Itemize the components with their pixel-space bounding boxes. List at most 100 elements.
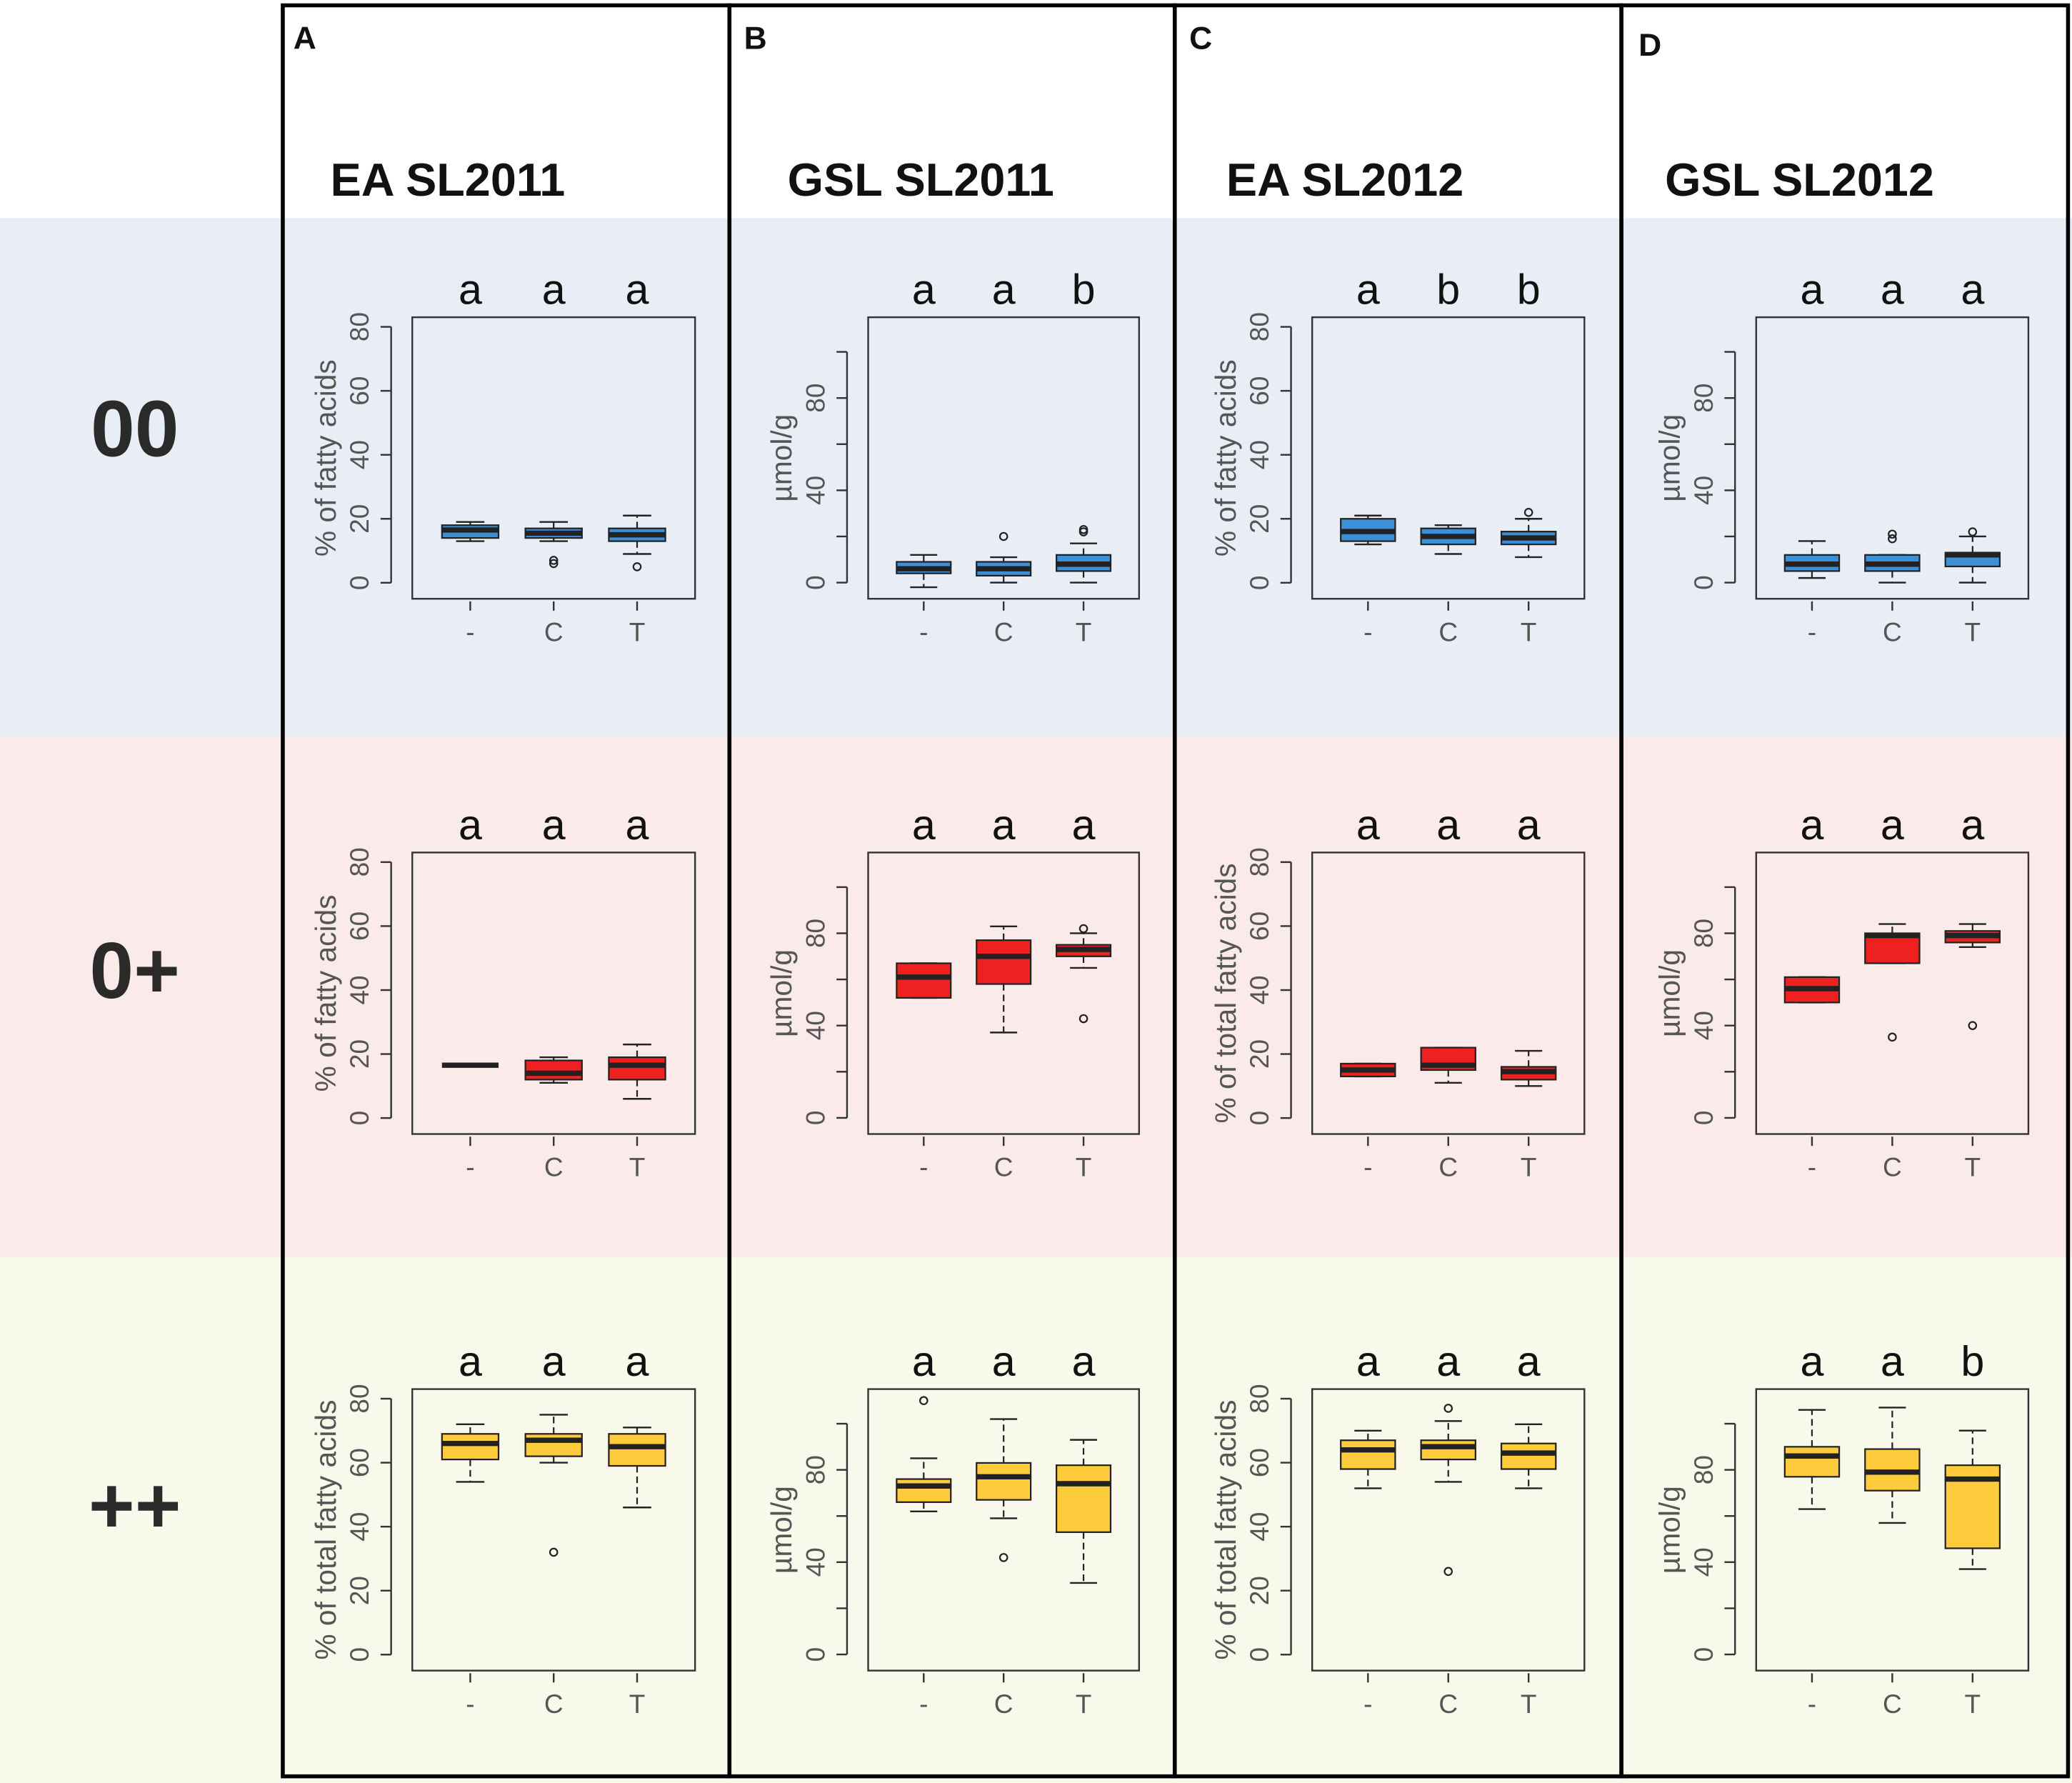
plot-frame <box>1755 1388 2030 1672</box>
significance-letter: b <box>1517 266 1541 314</box>
y-tick-label: 20 <box>1245 1039 1274 1069</box>
x-tick-label: T <box>1965 617 1981 646</box>
panel-title: EA SL2011 <box>331 154 566 206</box>
significance-letter: a <box>1356 266 1380 314</box>
significance-letter: a <box>542 266 566 314</box>
panel-frame <box>1619 3 2071 1779</box>
panel-letter: A <box>294 21 316 56</box>
x-tick-label: - <box>466 617 474 646</box>
outlier <box>1443 1404 1453 1413</box>
y-tick-label: 40 <box>1689 476 1718 505</box>
y-tick-label: 40 <box>1689 1011 1718 1040</box>
y-tick-label: 20 <box>1245 504 1274 534</box>
significance-letter: a <box>542 801 566 849</box>
y-tick-label: 0 <box>345 576 374 591</box>
y-tick-label: 40 <box>345 975 374 1004</box>
y-tick-label: 0 <box>1689 1647 1718 1662</box>
x-tick-label: T <box>629 1689 646 1719</box>
y-axis-label: % of total fatty acids <box>1209 863 1242 1123</box>
y-tick-label: 0 <box>1689 575 1718 590</box>
outlier <box>632 562 642 571</box>
y-tick-label: 60 <box>345 376 374 406</box>
significance-letter: b <box>1961 1337 1984 1385</box>
y-tick-label: 80 <box>801 1455 830 1484</box>
x-tick-label: T <box>1521 617 1537 646</box>
plot-frame <box>1755 316 2030 600</box>
box <box>1500 1442 1557 1470</box>
x-tick-label: T <box>629 1153 646 1182</box>
y-axis-label: % of fatty acids <box>309 359 342 556</box>
outlier <box>1078 1014 1088 1024</box>
plot-frame <box>1311 1388 1586 1672</box>
significance-letter: a <box>1436 801 1460 849</box>
outlier <box>1888 529 1897 539</box>
significance-letter: a <box>912 266 936 314</box>
box <box>976 939 1032 985</box>
x-tick-label: - <box>1808 1153 1816 1182</box>
x-tick-label: T <box>1076 1153 1092 1182</box>
x-tick-label: T <box>629 617 646 646</box>
x-tick-label: - <box>919 1153 928 1182</box>
x-tick-label: C <box>1438 617 1458 646</box>
outlier <box>999 1553 1009 1562</box>
significance-letter: a <box>626 266 649 314</box>
y-tick-label: 80 <box>1245 312 1274 341</box>
row-label: 0+ <box>89 927 180 1015</box>
significance-letter: a <box>459 266 482 314</box>
significance-letter: a <box>992 801 1016 849</box>
x-tick-label: - <box>1363 617 1372 646</box>
plot-frame <box>867 1388 1141 1672</box>
y-tick-label: 0 <box>801 1111 830 1126</box>
y-axis-label: µmol/g <box>1653 414 1686 502</box>
y-tick-label: 0 <box>345 1111 374 1126</box>
x-tick-label: T <box>1965 1153 1981 1182</box>
x-tick-label: T <box>1521 1689 1537 1719</box>
significance-letter: a <box>1800 801 1823 849</box>
x-tick-label: - <box>1808 1689 1816 1719</box>
outlier <box>1443 1567 1453 1577</box>
significance-letter: a <box>1517 1337 1541 1385</box>
x-tick-label: C <box>544 1689 564 1719</box>
x-tick-label: - <box>919 617 928 646</box>
x-tick-label: C <box>1883 1689 1902 1719</box>
x-tick-label: C <box>1883 617 1902 646</box>
y-axis-label: % of total fatty acids <box>1209 1400 1242 1660</box>
significance-letter: a <box>1961 801 1984 849</box>
row-label: ++ <box>89 1462 181 1550</box>
plot-frame <box>1311 316 1586 600</box>
significance-letter: a <box>1800 266 1823 314</box>
significance-letter: b <box>1436 266 1460 314</box>
outlier <box>1078 525 1088 534</box>
plot-frame <box>411 851 696 1135</box>
significance-letter: a <box>459 801 482 849</box>
y-tick-label: 40 <box>801 1011 830 1040</box>
box-plot: 0 20 40 60 80% of total fatty acids - a Ca Ta <box>1209 1337 1586 1719</box>
significance-letter: a <box>1961 266 1984 314</box>
box <box>976 1462 1032 1501</box>
significance-letter: a <box>1881 1337 1904 1385</box>
significance-letter: a <box>459 1337 482 1385</box>
y-tick-label: 80 <box>801 919 830 948</box>
outlier <box>1968 1021 1978 1030</box>
panel-letter: C <box>1189 21 1212 56</box>
y-tick-label: 40 <box>1689 1547 1718 1577</box>
box-plot: 0 20 40 60 80% of total fatty acids - a Ca Ta <box>1209 801 1586 1182</box>
y-tick-label: 0 <box>1689 1111 1718 1126</box>
x-tick-label: T <box>1076 617 1092 646</box>
y-tick-label: 0 <box>801 1647 830 1662</box>
x-tick-label: C <box>994 617 1014 646</box>
outlier <box>1888 534 1897 544</box>
y-tick-label: 40 <box>345 1512 374 1542</box>
box-plot: 0 20 40 60 80% of total fatty acids - a Ca Ta <box>309 1337 696 1719</box>
outlier <box>549 556 559 565</box>
x-tick-label: - <box>1363 1153 1372 1182</box>
significance-letter: a <box>912 1337 936 1385</box>
y-tick-label: 80 <box>345 1384 374 1413</box>
y-tick-label: 40 <box>1245 1512 1274 1542</box>
plot-frame <box>867 316 1141 600</box>
outlier <box>1078 924 1088 934</box>
significance-letter: a <box>1881 801 1904 849</box>
